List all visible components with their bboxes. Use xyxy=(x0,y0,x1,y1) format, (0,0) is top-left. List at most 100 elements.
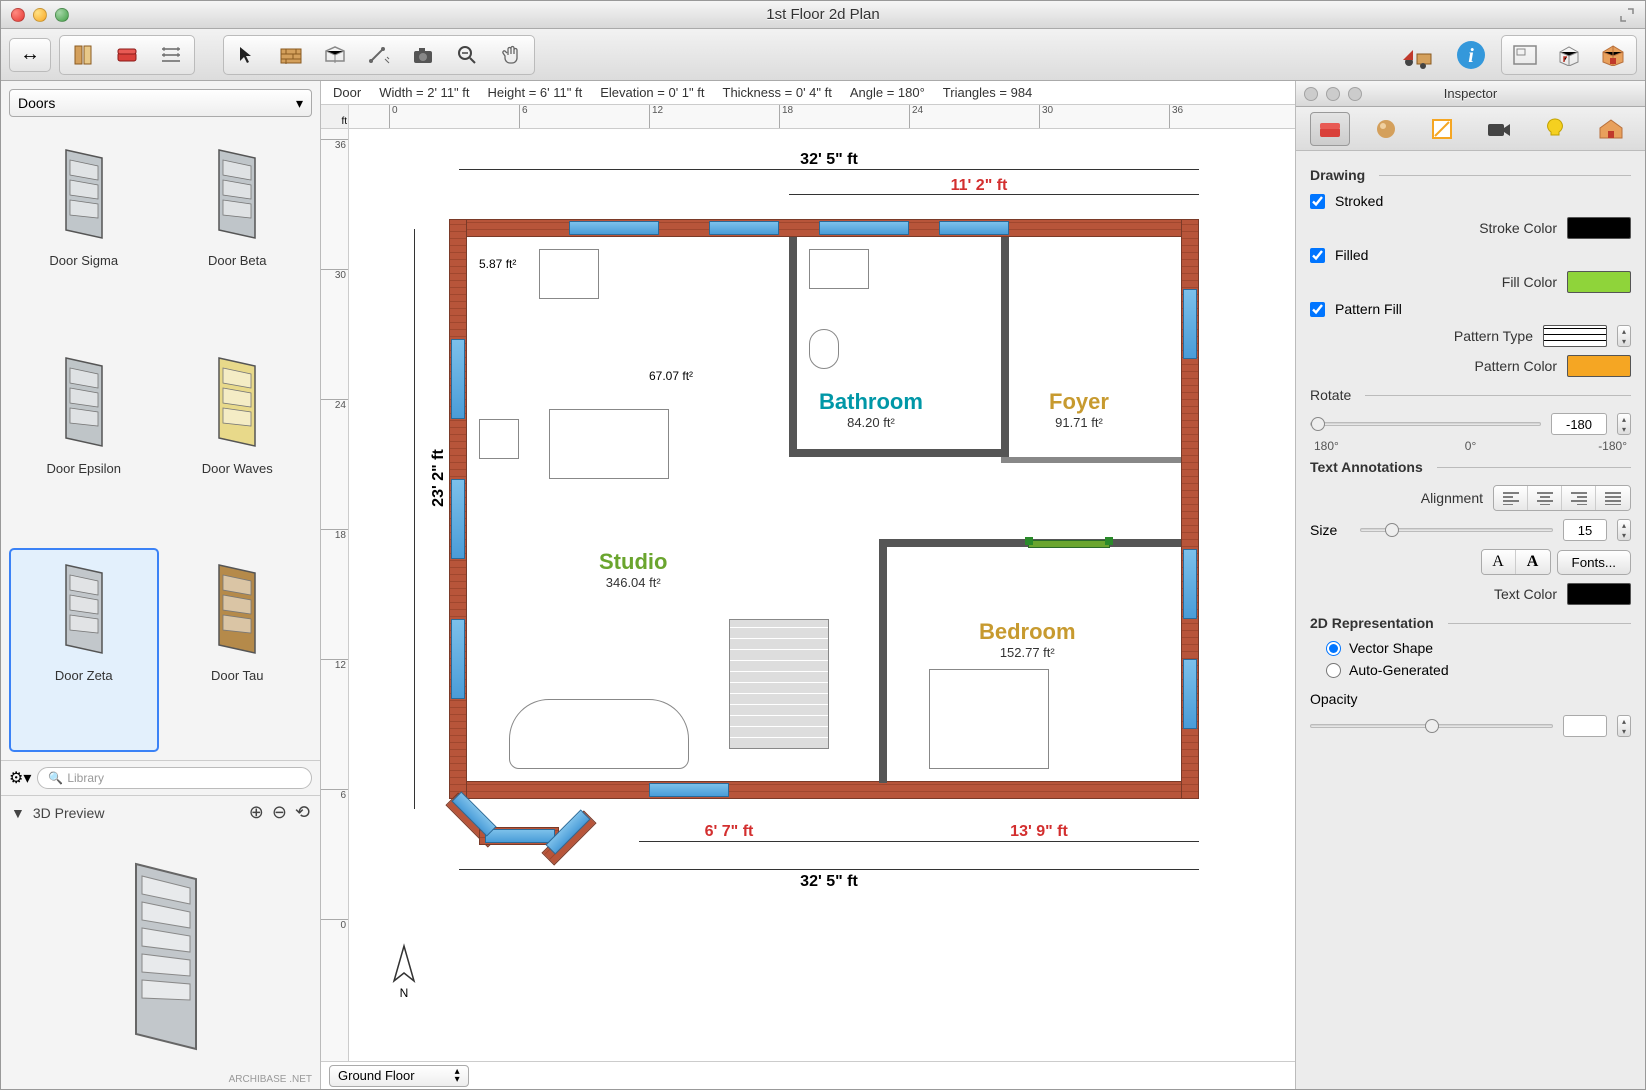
warehouse-button[interactable] xyxy=(1393,38,1441,72)
align-right-button[interactable] xyxy=(1562,486,1596,510)
dimensions-library-button[interactable] xyxy=(150,38,192,72)
align-left-button[interactable] xyxy=(1494,486,1528,510)
wall-bottom xyxy=(449,781,1199,799)
rotate-mid: 0° xyxy=(1422,439,1520,453)
window-title: 1st Floor 2d Plan xyxy=(1,6,1645,23)
main-area: Doors ▾ Door Sigma Door Beta Door Epsilo… xyxy=(1,81,1645,1089)
library-category-label: Doors xyxy=(18,95,55,111)
fullscreen-icon[interactable] xyxy=(1619,7,1635,23)
align-justify-button[interactable] xyxy=(1596,486,1630,510)
vector-radio[interactable] xyxy=(1326,641,1341,656)
floorplan-canvas[interactable]: 32' 5" ft 11' 2" ft 32' 5" ft 6' 7" ft 1… xyxy=(349,129,1295,1061)
pattern-fill-label: Pattern Fill xyxy=(1335,301,1631,317)
opacity-slider[interactable] xyxy=(1310,724,1553,728)
wall-tool-button[interactable] xyxy=(270,38,312,72)
library-item[interactable]: Door Zeta xyxy=(9,548,159,752)
auto-radio[interactable] xyxy=(1326,663,1341,678)
size-slider[interactable] xyxy=(1360,528,1553,532)
area: 84.20 ft² xyxy=(819,415,923,430)
opacity-label: Opacity xyxy=(1310,691,1370,707)
library-item[interactable]: Door Epsilon xyxy=(9,341,159,545)
inspector-title: Inspector xyxy=(1296,86,1645,101)
pattern-color-swatch[interactable] xyxy=(1567,355,1631,377)
pattern-fill-checkbox[interactable] xyxy=(1310,302,1325,317)
zoom-out-icon[interactable]: ⊖ xyxy=(272,802,287,823)
align-center-button[interactable] xyxy=(1528,486,1562,510)
tab-object[interactable] xyxy=(1310,112,1350,146)
stroked-checkbox[interactable] xyxy=(1310,194,1325,209)
library-item[interactable]: Door Sigma xyxy=(9,133,159,337)
pattern-stepper[interactable]: ▴▾ xyxy=(1617,325,1631,347)
view-3d-button[interactable] xyxy=(1548,38,1590,72)
pan-tool-button[interactable] xyxy=(490,38,532,72)
library-item[interactable]: Door Beta xyxy=(163,133,313,337)
floor-selector[interactable]: Ground Floor ▴▾ xyxy=(329,1065,469,1087)
tab-2d[interactable] xyxy=(1422,112,1462,146)
library-category-select[interactable]: Doors ▾ xyxy=(9,89,312,117)
measure-tool-button[interactable] xyxy=(358,38,400,72)
opacity-input[interactable] xyxy=(1563,715,1607,737)
opacity-stepper[interactable]: ▴▾ xyxy=(1617,715,1631,737)
library-item[interactable]: Door Waves xyxy=(163,341,313,545)
tab-cameras[interactable] xyxy=(1479,112,1519,146)
library-item-label: Door Zeta xyxy=(55,668,113,683)
preview-3d[interactable]: ARCHIBASE .NET xyxy=(1,829,320,1089)
style-regular-button[interactable]: A xyxy=(1482,550,1516,574)
dim-overall-width-bottom: 32' 5" ft xyxy=(729,873,929,891)
stroke-color-swatch[interactable] xyxy=(1567,217,1631,239)
zoom-tool-button[interactable] xyxy=(446,38,488,72)
style-group: A A xyxy=(1481,549,1551,575)
app-window: 1st Floor 2d Plan ↔ i xyxy=(0,0,1646,1090)
reset-view-icon[interactable]: ⟲ xyxy=(295,802,310,823)
rotate-stepper[interactable]: ▴▾ xyxy=(1617,413,1631,435)
expand-sidebar-button[interactable]: ↔ xyxy=(9,38,51,72)
library-item[interactable]: Door Tau xyxy=(163,548,313,752)
style-bold-button[interactable]: A xyxy=(1516,550,1550,574)
handle-icon[interactable] xyxy=(1025,537,1033,545)
info-button[interactable]: i xyxy=(1449,38,1493,72)
handle-icon[interactable] xyxy=(1105,537,1113,545)
view-split-button[interactable] xyxy=(1592,38,1634,72)
filled-checkbox[interactable] xyxy=(1310,248,1325,263)
fill-color-swatch[interactable] xyxy=(1567,271,1631,293)
select-tool-button[interactable] xyxy=(226,38,268,72)
furniture-library-button[interactable] xyxy=(106,38,148,72)
tab-materials[interactable] xyxy=(1366,112,1406,146)
zoom-in-icon[interactable]: ⊕ xyxy=(249,802,264,823)
room-label-foyer: Foyer 91.71 ft² xyxy=(1049,389,1109,430)
auto-label: Auto-Generated xyxy=(1349,662,1449,678)
selected-door[interactable] xyxy=(1029,541,1109,547)
pattern-type-picker[interactable] xyxy=(1543,325,1607,347)
size-stepper[interactable]: ▴▾ xyxy=(1617,519,1631,541)
text-color-swatch[interactable] xyxy=(1567,583,1631,605)
gear-icon[interactable]: ⚙︎▾ xyxy=(9,768,31,788)
view-mode-group xyxy=(1501,35,1637,75)
dining-table xyxy=(549,409,669,479)
disclosure-icon[interactable]: ▼ xyxy=(11,805,25,821)
library-footer: ⚙︎▾ 🔍 Library xyxy=(1,760,320,795)
library-item-label: Door Beta xyxy=(208,253,267,268)
vector-label: Vector Shape xyxy=(1349,640,1433,656)
pattern-color-label: Pattern Color xyxy=(1310,358,1557,374)
section-drawing: Drawing xyxy=(1310,161,1631,189)
tab-building[interactable] xyxy=(1591,112,1631,146)
library-search-input[interactable]: 🔍 Library xyxy=(37,767,312,789)
view-2d-button[interactable] xyxy=(1504,38,1546,72)
rotate-input[interactable] xyxy=(1551,413,1607,435)
label: Studio xyxy=(599,549,667,574)
rotate-slider[interactable] xyxy=(1310,422,1541,426)
camera-tool-button[interactable] xyxy=(402,38,444,72)
inner-wall xyxy=(1001,457,1181,463)
fonts-button[interactable]: Fonts... xyxy=(1557,550,1631,575)
status-width: Width = 2' 11" ft xyxy=(379,85,469,100)
size-input[interactable] xyxy=(1563,519,1607,541)
tab-lights[interactable] xyxy=(1535,112,1575,146)
door-thumbnail-icon xyxy=(202,139,272,249)
doors-library-button[interactable] xyxy=(62,38,104,72)
inspector-titlebar: Inspector xyxy=(1296,81,1645,107)
window xyxy=(451,339,465,419)
status-bar: Door Width = 2' 11" ft Height = 6' 11" f… xyxy=(321,81,1295,105)
room-tool-button[interactable] xyxy=(314,38,356,72)
status-elevation: Elevation = 0' 1" ft xyxy=(600,85,704,100)
dropdown-icon: ▾ xyxy=(296,95,303,112)
